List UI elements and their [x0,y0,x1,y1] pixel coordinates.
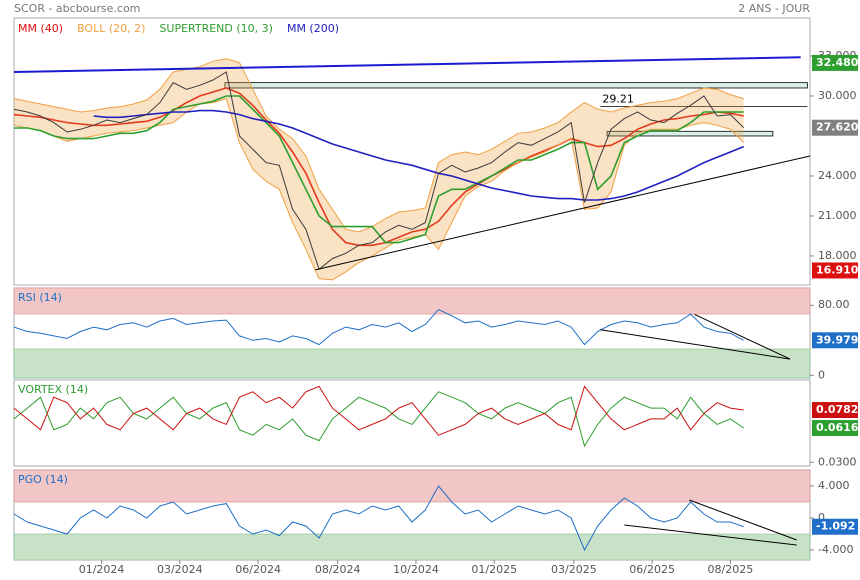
value-marker-label: 39.979 [816,333,858,346]
overbought-zone [13,287,811,315]
trend-line [315,155,811,271]
x-tick-label: 10/2024 [393,563,439,576]
y-tick-label: 21.000 [818,209,857,222]
value-marker-label: 32.480 [816,56,859,69]
series-line [13,385,744,436]
value-marker [812,54,858,71]
value-marker [812,518,858,535]
x-tick-label: 03/2024 [157,563,203,576]
period: 2 ANS - JOUR [738,2,810,15]
y-tick-label: 0 [818,368,825,381]
legend-entry: BOLL (20, 2) [77,22,145,35]
value-marker [812,402,858,419]
x-tick-label: 01/2024 [79,563,125,576]
value-marker [812,119,858,136]
value-marker [812,262,858,279]
legend-entry: SUPERTREND (10, 3) [159,22,273,35]
x-tick-label: 01/2025 [471,563,517,576]
panel-title: RSI (14) [18,291,62,304]
trend-line [600,329,791,360]
legend-entry: MM (40) [18,22,63,35]
x-tick-label: 06/2024 [235,563,281,576]
page-title: SCOR - abcbourse.com [14,2,140,15]
x-tick-label: 08/2025 [708,563,754,576]
x-tick-label: 03/2025 [551,563,597,576]
trend-line [694,313,791,360]
bollinger-lower [13,97,745,281]
y-tick-label: 80.00 [818,298,850,311]
price-zone [224,82,808,89]
value-line [13,308,744,346]
y-tick-label: 4.000 [818,479,850,492]
value-marker [812,420,858,437]
y-tick-label: -4.000 [818,543,853,556]
y-tick-label: 30.000 [818,89,857,102]
series-line [14,95,744,244]
y-tick-label: 0.0300 [818,455,857,468]
trend-line [624,524,797,546]
value-line [13,71,745,271]
value-marker [812,332,858,349]
y-tick-label: 18.000 [818,249,857,262]
value-marker-label: 0.0782 [816,403,858,416]
y-tick-label: 24.000 [818,169,857,182]
price-zone [606,130,774,137]
panel-title: VORTEX (14) [18,383,88,396]
value-marker-label: 27.620 [816,121,859,134]
bollinger-upper [13,58,744,233]
trend-line [13,56,801,73]
x-tick-label: 08/2024 [315,563,361,576]
series-line [13,87,744,247]
series-line [13,391,744,448]
x-tick-label: 06/2025 [629,563,675,576]
oversold-zone [13,348,811,379]
oversold-zone [13,533,811,561]
overbought-zone [13,469,811,503]
value-marker-label: -1.092 [816,520,855,533]
panel [13,17,811,286]
y-tick-label: 0 [818,511,825,524]
trend-line [689,499,797,541]
value-marker-label: 0.0616 [816,421,859,434]
panel [13,379,811,467]
value-marker-label: 16.910 [816,263,859,276]
value-line [13,485,744,552]
panel-title: PGO (14) [18,473,68,486]
series-line [93,109,745,201]
legend-entry: MM (200) [287,22,339,35]
level-label: 29.21 [602,93,634,106]
